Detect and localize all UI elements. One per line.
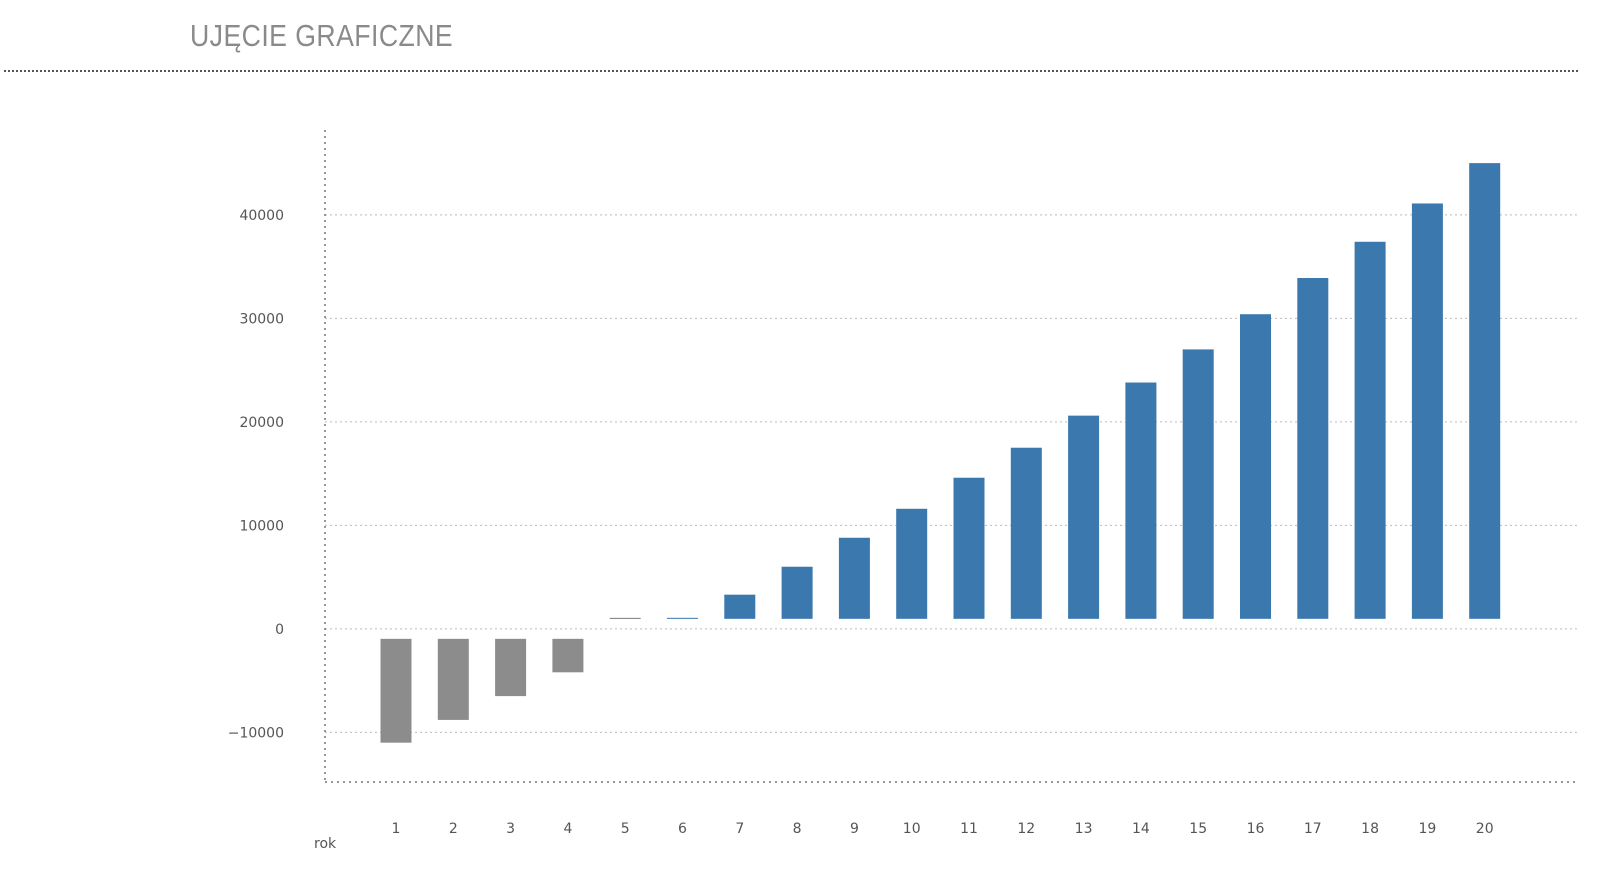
grid-lines xyxy=(325,214,1578,733)
y-tick-label: −10000 xyxy=(228,725,284,741)
x-tick-label: 20 xyxy=(1476,821,1494,837)
page-title: UJĘCIE GRAFICZNE xyxy=(190,18,454,53)
x-tick-label: 12 xyxy=(1017,821,1035,837)
x-tick-label: 14 xyxy=(1132,821,1150,837)
x-tick-label: 5 xyxy=(621,821,630,837)
bar-3 xyxy=(495,638,527,697)
bar-9 xyxy=(838,537,870,619)
x-tick-label: 19 xyxy=(1418,821,1436,837)
y-tick-label: 20000 xyxy=(239,415,284,431)
bar-15 xyxy=(1182,349,1214,619)
y-tick-label: 10000 xyxy=(239,518,284,534)
x-tick-label: 6 xyxy=(678,821,687,837)
x-tick-label: 3 xyxy=(506,821,515,837)
title-divider xyxy=(4,70,1578,72)
bar-10 xyxy=(896,508,928,619)
bars xyxy=(380,163,1501,743)
y-tick-label: 30000 xyxy=(239,311,284,327)
bar-16 xyxy=(1240,314,1271,619)
bar-17 xyxy=(1297,277,1329,619)
x-axis-label: rok xyxy=(314,836,337,852)
x-tick-label: 13 xyxy=(1075,821,1093,837)
bar-8 xyxy=(781,566,813,619)
y-tick-labels: −10000 0 10000 20000 30000 40000 xyxy=(228,208,284,741)
bar-1 xyxy=(380,638,412,743)
axes xyxy=(324,130,1578,783)
x-tick-labels: 1 2 3 4 5 6 7 8 9 10 11 12 13 14 15 16 17 18 19 20 xyxy=(392,821,1494,837)
x-tick-label: 16 xyxy=(1247,821,1265,837)
bar-11 xyxy=(953,477,985,619)
y-tick-label: 0 xyxy=(275,622,284,638)
x-tick-label: 17 xyxy=(1304,821,1322,837)
x-tick-label: 18 xyxy=(1361,821,1379,837)
bar-5 xyxy=(609,617,641,620)
x-tick-label: 2 xyxy=(449,821,458,837)
x-tick-label: 15 xyxy=(1189,821,1207,837)
bar-13 xyxy=(1068,415,1100,619)
bar-19 xyxy=(1411,203,1443,619)
x-tick-label: 9 xyxy=(850,821,859,837)
y-tick-label: 40000 xyxy=(239,208,284,224)
bar-14 xyxy=(1125,382,1157,619)
x-tick-label: 1 xyxy=(392,821,401,837)
bar-2 xyxy=(437,638,469,720)
x-tick-label: 11 xyxy=(960,821,978,837)
bar-20 xyxy=(1469,163,1501,619)
bar-6 xyxy=(667,617,698,619)
bar-7 xyxy=(724,594,756,619)
x-tick-label: 8 xyxy=(793,821,802,837)
x-tick-label: 4 xyxy=(563,821,572,837)
bar-4 xyxy=(552,638,584,673)
bar-12 xyxy=(1010,447,1042,619)
bar-18 xyxy=(1354,241,1386,619)
x-tick-label: 7 xyxy=(735,821,744,837)
x-tick-label: 10 xyxy=(903,821,921,837)
